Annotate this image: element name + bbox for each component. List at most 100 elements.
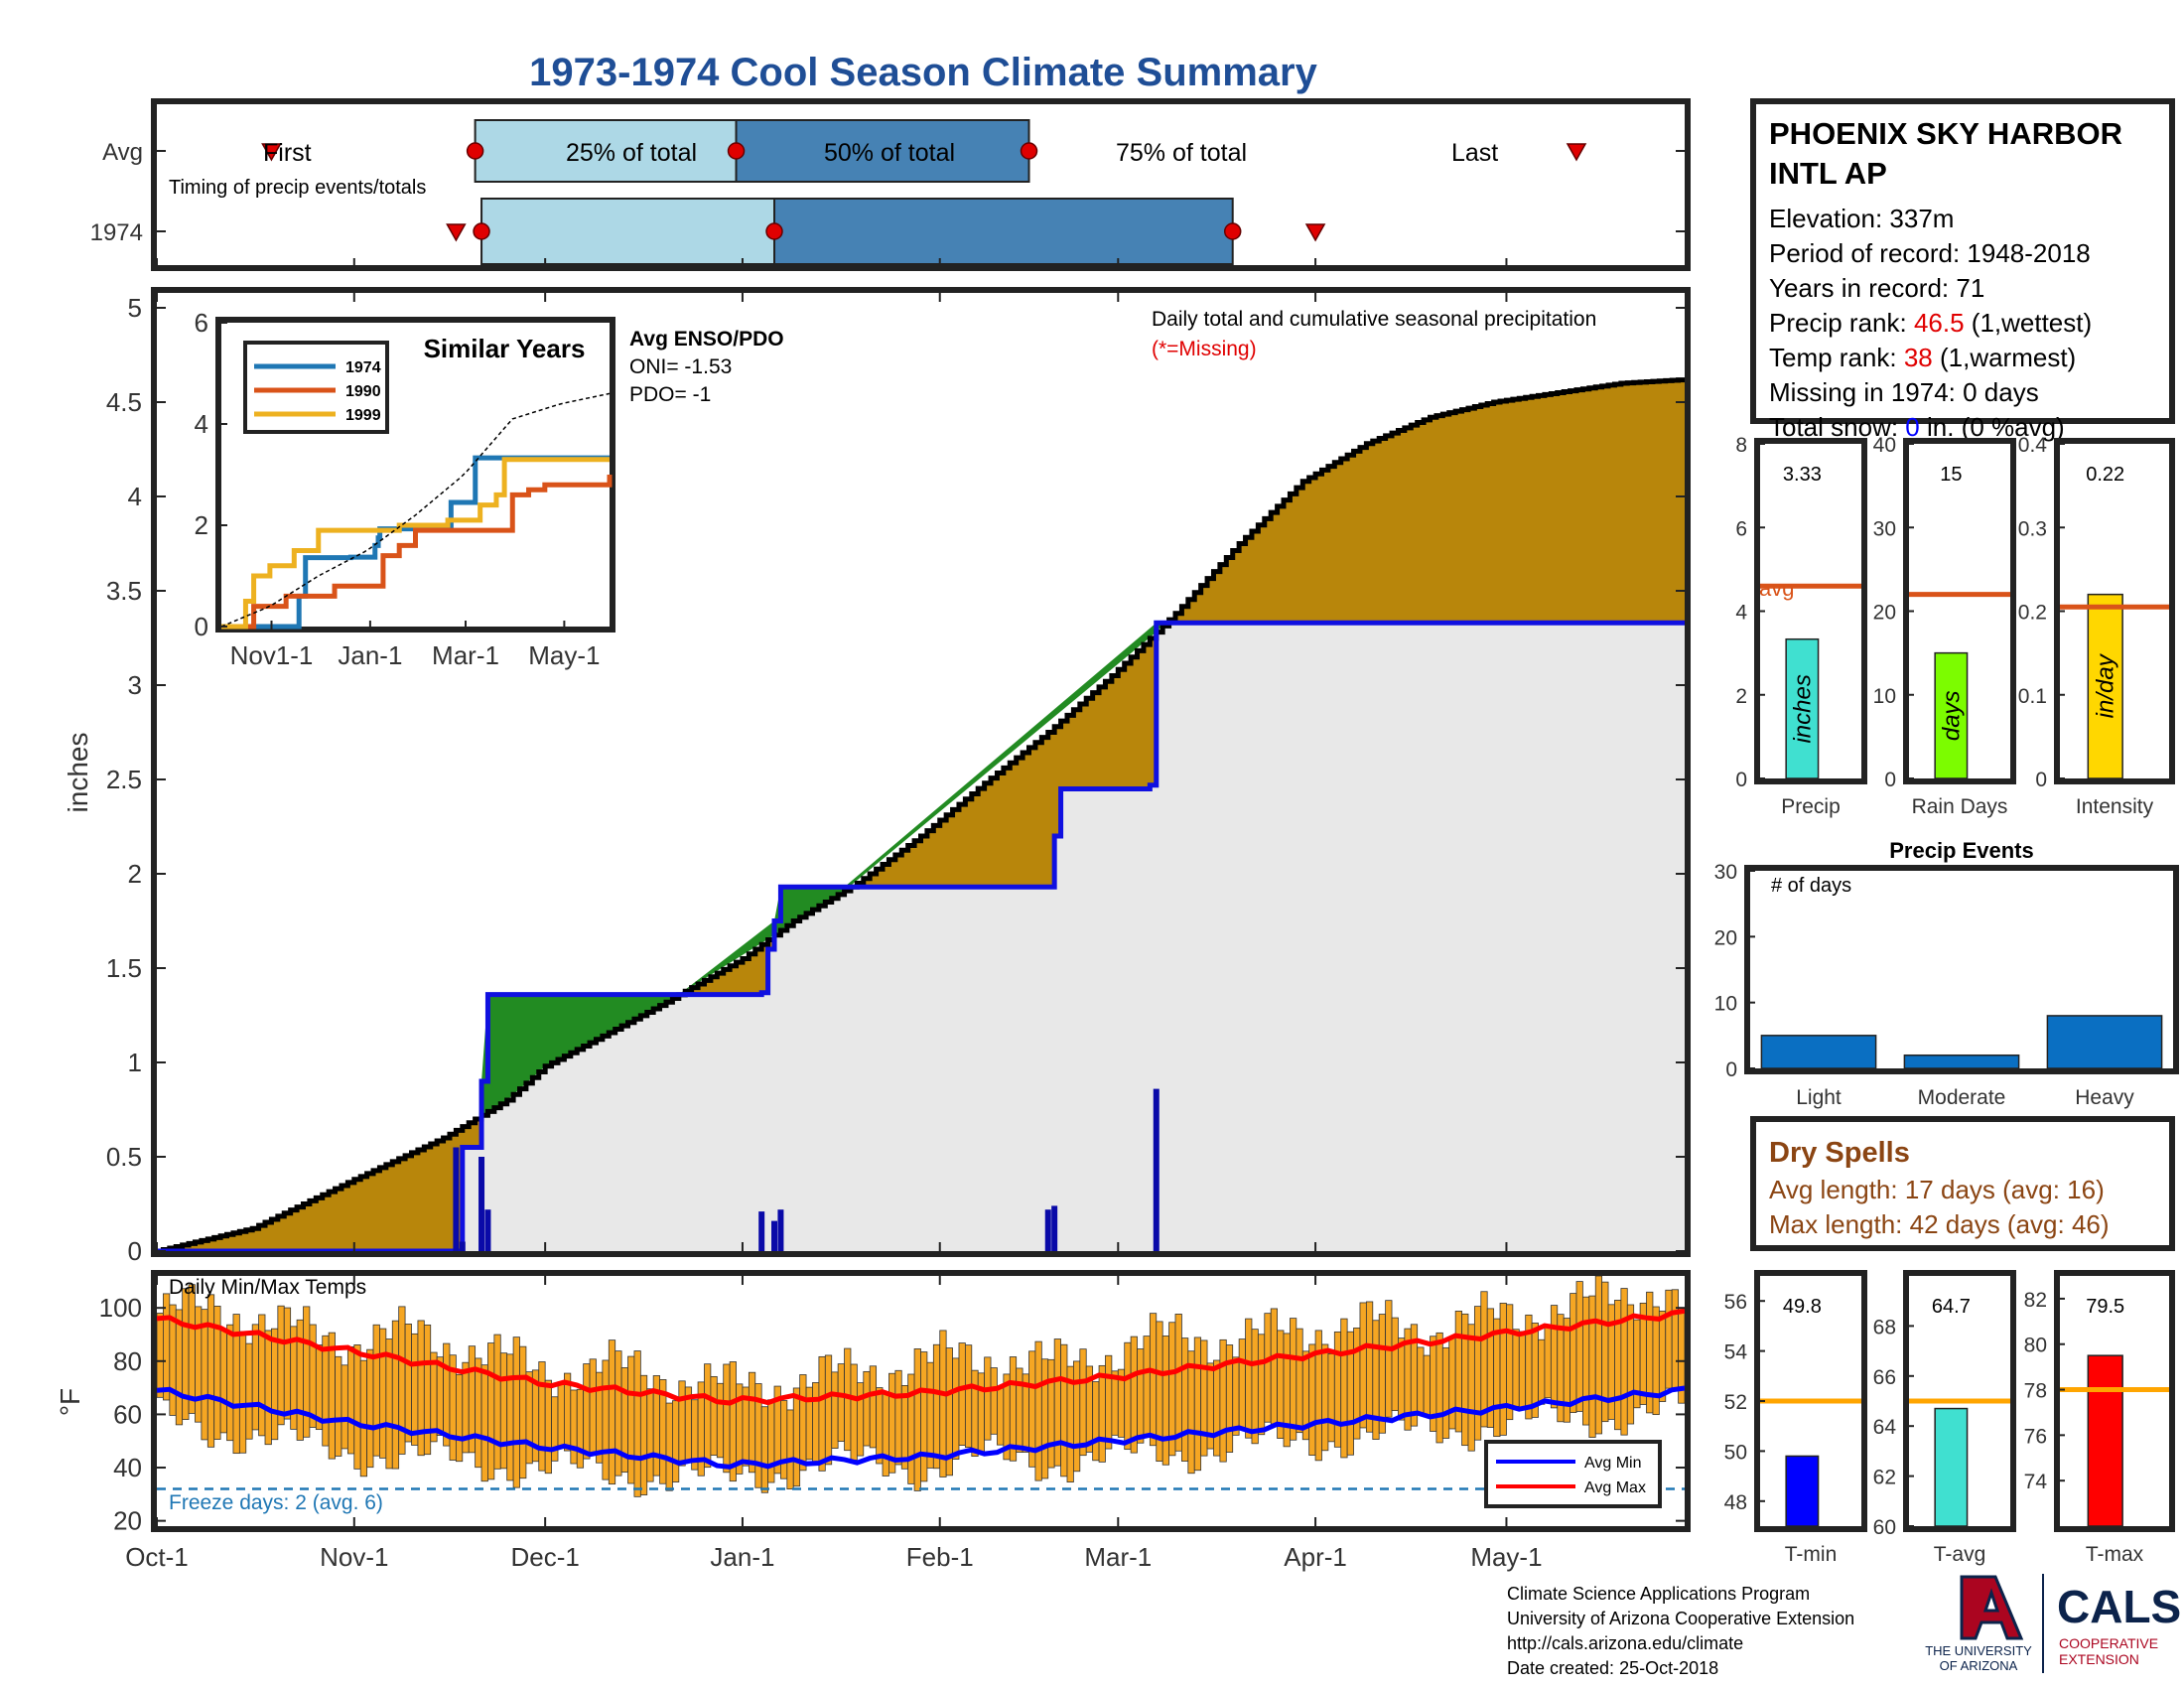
station-info-box: PHOENIX SKY HARBOR INTL AP Elevation: 33… [1750, 98, 2175, 442]
daily-temp-bar [322, 1335, 330, 1447]
small-value-label: 79.5 [2086, 1296, 2124, 1318]
small-value-label: 0.22 [2086, 464, 2124, 486]
daily-temp-bar [1232, 1356, 1240, 1436]
small-bar-text: in/day [2093, 652, 2119, 718]
small-ytick-label: 64 [1873, 1416, 1897, 1439]
daily-temp-bar [818, 1355, 826, 1472]
events-ytick-label: 0 [1725, 1058, 1737, 1081]
freeze-days-label: Freeze days: 2 (avg. 6) [169, 1491, 383, 1514]
small-xlabel: Rain Days [1912, 795, 2008, 818]
temp-y-label: °F [55, 1388, 85, 1416]
daily-temp-bar [876, 1387, 884, 1465]
daily-temp-bar [570, 1389, 578, 1465]
main-frame [151, 287, 1691, 1257]
daily-precip-bar [777, 1209, 784, 1251]
small-ytick-label: 68 [1873, 1316, 1896, 1338]
daily-temp-bar [1296, 1328, 1303, 1434]
main-ytick-label: 2.5 [106, 765, 142, 794]
events-bar-heavy [2046, 1015, 2163, 1069]
small-xlabel: T-max [2086, 1543, 2144, 1566]
small-ytick-label: 76 [2024, 1425, 2047, 1448]
temp-ytick-label: 40 [113, 1453, 142, 1482]
timing-last-label: Last [1451, 139, 1498, 167]
daily-temp-bar [455, 1373, 464, 1463]
avg-50-75-box [735, 119, 1030, 183]
enso-oni: ONI= -1.53 [629, 355, 732, 378]
temp-ytick-label: 100 [99, 1293, 142, 1323]
inset-xtick-label: Nov1-1 [230, 640, 314, 670]
daily-precip-bar [1153, 1088, 1160, 1251]
daily-temp-bar [1658, 1310, 1667, 1402]
precip-events-chart: Precip Events Light Moderate Heavy0102030 … [1714, 838, 2179, 1109]
main-ytick-label: 4.5 [106, 387, 142, 417]
temperature-panel: 20 40 60 80 100 °F Daily Min/Max Temps Freez… [55, 1270, 1691, 1572]
daily-temp-bar [1270, 1308, 1278, 1425]
small-ytick-label: 66 [1873, 1366, 1896, 1389]
station-name-2: INTL AP [1769, 156, 1887, 191]
daily-temp-bar [493, 1334, 501, 1470]
main-ytick-label: 5 [128, 293, 142, 323]
daily-temp-bar [863, 1370, 871, 1447]
small-ytick-label: 0 [1884, 769, 1896, 791]
daily-temp-bar [1149, 1313, 1158, 1447]
daily-temp-bar [1570, 1293, 1577, 1413]
daily-temp-bar [1264, 1313, 1272, 1423]
month-label: May-1 [1470, 1542, 1542, 1572]
footer-line-1: Climate Science Applications Program [1507, 1584, 1810, 1604]
main-ytick-label: 3.5 [106, 576, 142, 606]
daily-temp-bar [1417, 1346, 1425, 1416]
small-ytick-label: 56 [1724, 1291, 1747, 1314]
station-elevation: Elevation: 337m [1769, 204, 1954, 233]
events-ytick-label: 10 [1714, 993, 1737, 1016]
small-ytick-label: 20 [1873, 602, 1896, 625]
small-ytick-label: 0 [1735, 769, 1747, 791]
daily-temp-bar [443, 1342, 451, 1447]
daily-temp-bar [1544, 1325, 1552, 1399]
daily-temp-bar [163, 1293, 171, 1401]
small-bar [1785, 637, 1820, 779]
temp-plot-area [156, 1275, 1686, 1497]
daily-precip-bar [771, 1220, 778, 1251]
timing-row-avg: Avg [102, 139, 143, 166]
daily-temp-bar [1161, 1336, 1169, 1466]
small-bar [2087, 593, 2123, 779]
inset-xtick-label: Mar-1 [432, 640, 499, 670]
events-xtick-label: Light [1796, 1086, 1842, 1109]
small-bar [1934, 1407, 1969, 1527]
daily-precip-bar [758, 1211, 765, 1251]
small-bar [1785, 1455, 1820, 1527]
timing-frame [151, 98, 1691, 271]
daily-temp-bar [335, 1355, 342, 1457]
inset-ytick-label: 6 [195, 308, 208, 338]
daily-temp-bar [417, 1320, 425, 1457]
daily-temp-bar [723, 1363, 731, 1474]
daily-temp-bar [633, 1350, 641, 1497]
daily-temp-bar [309, 1324, 317, 1428]
daily-temp-bar [1448, 1336, 1456, 1430]
daily-temp-bar [1480, 1291, 1488, 1428]
small-ytick-label: 82 [2024, 1289, 2047, 1312]
footer: Climate Science Applications Program Uni… [1507, 1574, 2181, 1678]
precip-main-chart: 0 0.5 1 1.5 2 2.5 3 3.5 4 4.5 5 inches Daily total… [63, 287, 1691, 1266]
daily-temp-bar [251, 1324, 259, 1431]
small-bar [2087, 1354, 2123, 1527]
daily-temp-bar [283, 1307, 292, 1420]
y1974-50-75-box [773, 198, 1234, 265]
small-bar-text: inches [1789, 674, 1816, 743]
daily-temp-bar [1111, 1370, 1119, 1436]
daily-temp-bar [920, 1351, 928, 1482]
daily-temp-bar [525, 1371, 533, 1465]
inset-series-1999 [221, 457, 610, 630]
small-ytick-label: 40 [1873, 434, 1896, 457]
daily-temp-bar [1512, 1329, 1520, 1407]
daily-temp-bar [1130, 1336, 1138, 1454]
daily-temp-bar [206, 1294, 215, 1448]
dry-spells-box: Dry Spells Avg length: 17 days (avg: 16)… [1750, 1116, 2175, 1251]
main-ytick-label: 1.5 [106, 953, 142, 983]
station-name-1: PHOENIX SKY HARBOR [1769, 116, 2122, 151]
daily-temp-bar [175, 1309, 184, 1426]
temp-ytick-label: 80 [113, 1346, 142, 1376]
month-label: Feb-1 [906, 1542, 974, 1572]
daily-temp-bar [1385, 1300, 1393, 1418]
month-label: Mar-1 [1084, 1542, 1152, 1572]
